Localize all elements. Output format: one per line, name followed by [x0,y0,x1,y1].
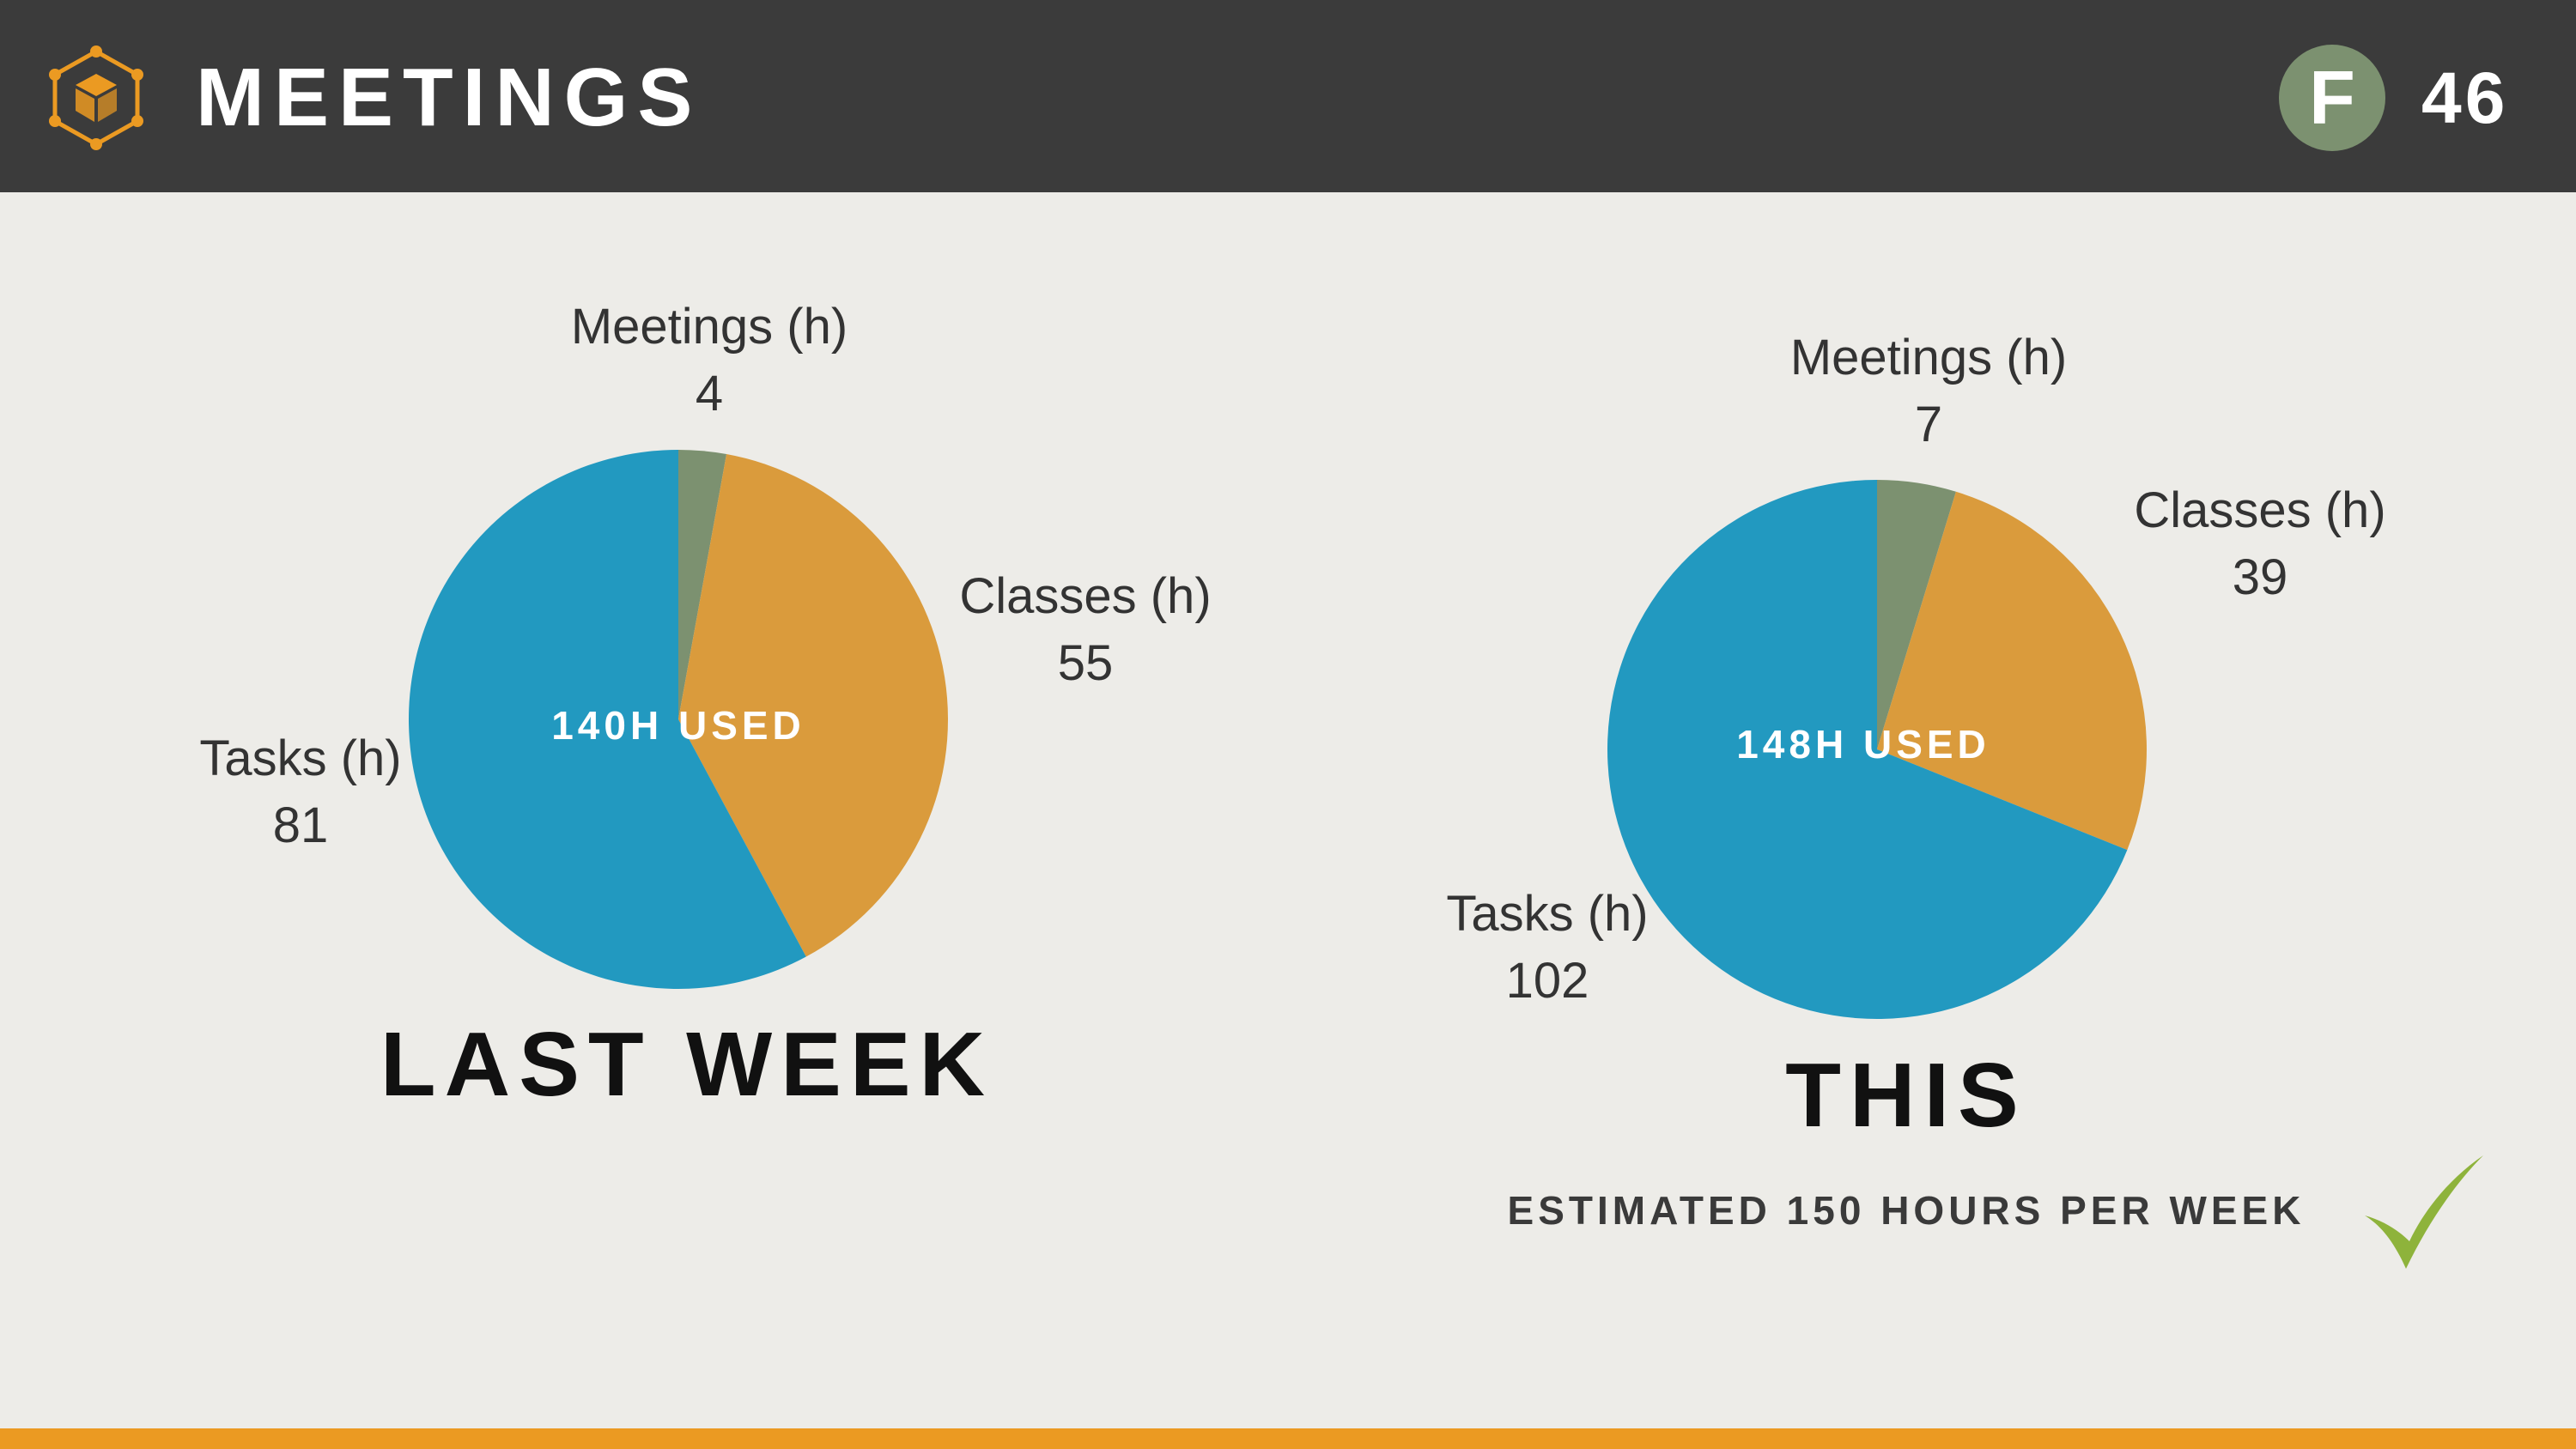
slice-label: Tasks (h) [1446,886,1648,942]
pie-slice-meetings [1877,480,1956,749]
slice-value: 55 [1058,635,1114,691]
footer-accent-bar [0,1428,2576,1449]
pie-slice-tasks [408,450,806,989]
slice-label: Meetings (h) [1790,330,2067,385]
slice-value: 102 [1506,953,1589,1009]
estimate-note: ESTIMATED 150 HOURS PER WEEK [1507,1188,2306,1233]
slice-value: 4 [696,366,723,421]
slice-label: Tasks (h) [199,731,401,786]
pie-slice-classes [1877,491,2147,851]
pie-center-label: 140H USED [551,703,805,748]
pie-center-label: 148H USED [1736,722,1990,767]
avatar-badge: F [2279,45,2385,151]
chart-title-this-week: THIS [1785,1045,2027,1146]
pie-slice-tasks [1607,480,2128,1019]
slice-value: 81 [273,797,329,853]
pie-slice-classes [678,454,948,957]
slice-label: Classes (h) [959,568,1211,624]
page-title: MEETINGS [196,52,702,143]
hexagon-cube-icon [49,45,143,150]
slice-label: Classes (h) [2134,482,2385,538]
header-bar: MEETINGS F 46 [0,0,2576,192]
pie-slice-meetings [678,450,727,719]
slice-value: 7 [1915,397,1942,452]
slice-label: Meetings (h) [571,299,848,355]
page-number: 46 [2421,58,2509,138]
chart-title-last-week: LAST WEEK [380,1014,994,1115]
slice-value: 39 [2233,549,2288,605]
checkmark-icon [2365,1155,2483,1269]
